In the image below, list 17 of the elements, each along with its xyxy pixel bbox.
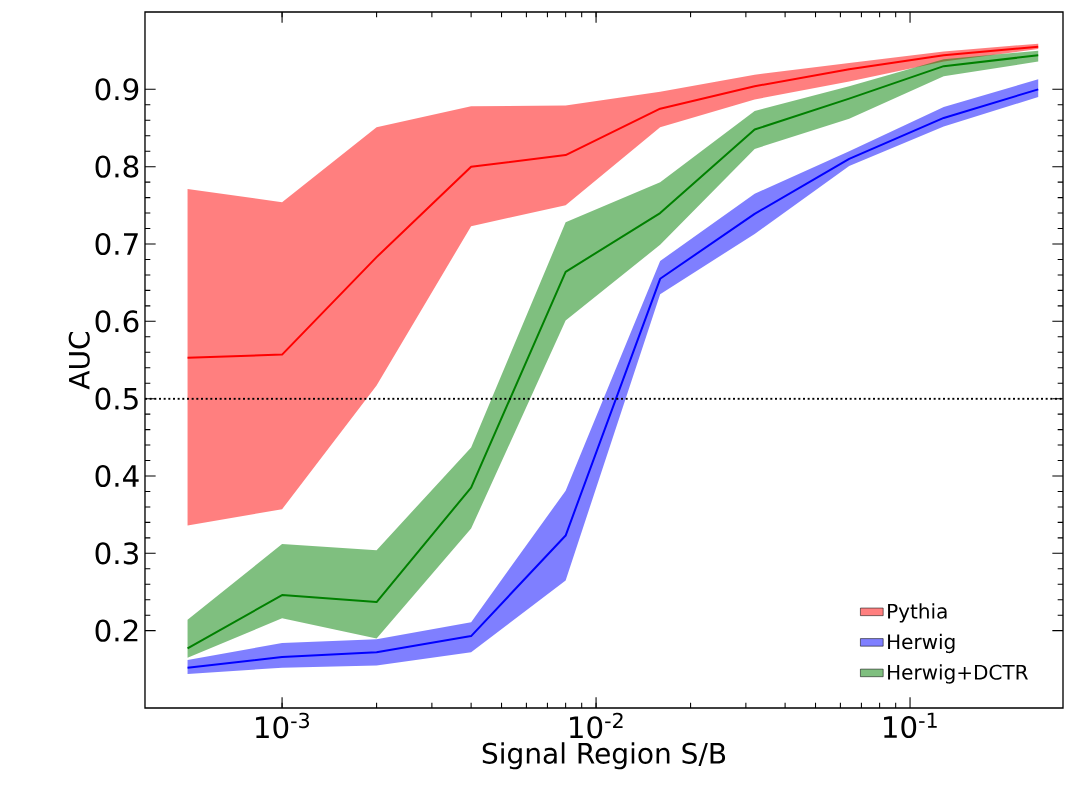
y-tick-label: 0.4 (95, 464, 139, 488)
legend-label: Herwig+DCTR (888, 664, 1028, 684)
y-tick-label: 0.3 (95, 542, 138, 565)
legend-label: Pythia (888, 603, 947, 623)
y-tick-label: 0.9 (95, 78, 139, 101)
legend-label: Herwig (888, 633, 955, 654)
y-axis-title: AUC (68, 331, 90, 390)
x-tick-label: 10$^{-1}$ (884, 712, 937, 739)
x-tick-label: 10$^{-3}$ (256, 712, 309, 739)
x-tick-label: 10$^{-2}$ (570, 712, 623, 739)
line-series (186, 45, 1040, 359)
y-tick-label: 0.6 (95, 310, 139, 333)
y-tick-label: 0.8 (95, 155, 139, 178)
y-tick-label: 0.5 (95, 387, 138, 410)
y-tick-label: 0.2 (95, 619, 138, 642)
x-axis-title: Signal Region S/B (482, 742, 726, 770)
y-tick-label: 0.7 (95, 232, 138, 256)
